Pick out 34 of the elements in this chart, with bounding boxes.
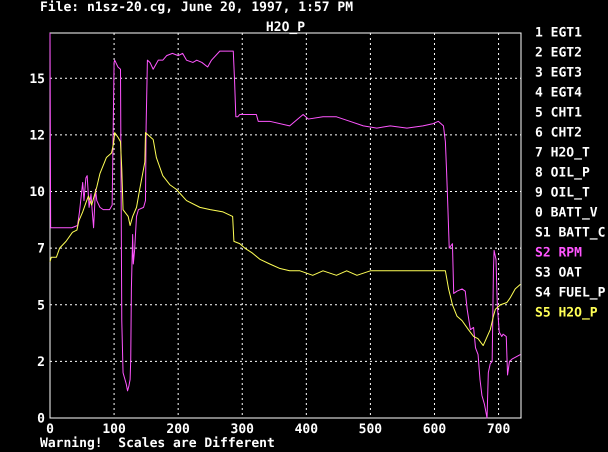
chart-title: File: n1sz-20.cg, June 20, 1997, 1:57 PM bbox=[40, 0, 354, 15]
y-tick-label: 12 bbox=[29, 128, 45, 144]
y-tick-label: 5 bbox=[37, 298, 45, 314]
legend-label: S1 BATT_C bbox=[535, 226, 606, 241]
legend-label: 0 BATT_V bbox=[535, 206, 598, 221]
x-tick-label: 700 bbox=[486, 422, 510, 437]
legend-label: 6 CHT2 bbox=[535, 126, 582, 141]
legend-label: 1 EGT1 bbox=[535, 26, 582, 41]
legend-label: 5 CHT1 bbox=[535, 106, 582, 121]
line-series bbox=[50, 32, 521, 418]
x-tick-label: 500 bbox=[358, 422, 382, 437]
legend-label: 2 EGT2 bbox=[535, 46, 582, 61]
y-tick-label: 0 bbox=[37, 412, 46, 427]
series-label: S5 H2O_P bbox=[535, 306, 598, 321]
text: S2 RPM bbox=[535, 246, 582, 261]
legend-label: 8 OIL_P bbox=[535, 166, 590, 181]
legend-label: 7 H2O_T bbox=[535, 146, 590, 161]
line-series bbox=[50, 132, 521, 346]
x-tick-label: 300 bbox=[230, 422, 254, 437]
y-tick-label: 2 bbox=[37, 354, 45, 370]
legend-label: 3 EGT3 bbox=[535, 66, 582, 81]
y-tick-label: 10 bbox=[29, 185, 46, 200]
legend-label: S3 OAT bbox=[535, 266, 582, 281]
x-tick-label: 600 bbox=[422, 422, 446, 437]
y-tick-label: 15 bbox=[29, 72, 45, 87]
x-tick-label: 400 bbox=[294, 422, 318, 437]
x-tick-label: 200 bbox=[166, 422, 190, 437]
chart-subtitle: H2O_P bbox=[266, 20, 306, 35]
x-tick-label: 100 bbox=[102, 422, 126, 437]
legend-label: 4 EGT4 bbox=[535, 86, 582, 101]
text: Warning! Scales are Different bbox=[40, 436, 275, 451]
legend-label: 9 OIL_T bbox=[535, 186, 590, 201]
legend-label: S4 FUEL_P bbox=[535, 286, 606, 301]
y-tick-label: 7 bbox=[37, 242, 45, 257]
